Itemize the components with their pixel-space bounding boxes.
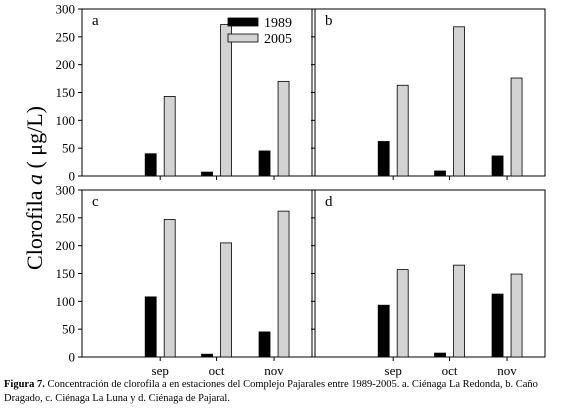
panel-c: c 0 50 100 150 200 250 300 sep oct nov (56, 183, 313, 378)
panel-frame (314, 8, 546, 177)
panel-label: d (325, 194, 333, 210)
panel-label: c (92, 194, 99, 210)
legend-label-2005: 2005 (264, 32, 292, 47)
y-tick-label: 300 (56, 183, 76, 198)
y-tick-label: 150 (56, 85, 76, 100)
y-tick-label: 300 (56, 2, 76, 17)
bar-1989-nov (491, 293, 504, 358)
y-axis-label-italic: a (22, 174, 47, 185)
y-tick-label: 0 (69, 350, 76, 365)
bar-1989-oct (201, 171, 213, 177)
caption-label: Figura 7. (4, 379, 45, 390)
panel-label: b (325, 13, 333, 29)
caption-text: Concentración de clorofila a en estacion… (4, 379, 538, 404)
x-tick-label: oct (209, 363, 225, 378)
bar-1989-nov (258, 331, 271, 358)
legend-swatch-1989 (227, 17, 259, 27)
panel-frame (314, 189, 546, 358)
bar-2005-oct (453, 26, 465, 177)
bar-2005-sep (396, 269, 409, 358)
y-tick-label: 100 (56, 113, 76, 128)
y-tick-label: 150 (56, 266, 76, 281)
legend-swatch-2005 (227, 33, 259, 43)
bar-1989-sep (377, 141, 390, 177)
panel-d: d sep oct nov (311, 189, 546, 378)
bar-2005-sep (396, 84, 409, 177)
bar-2005-sep (163, 95, 176, 177)
figure-caption: Figura 7. Concentración de clorofila a e… (4, 378, 566, 406)
y-tick-label: 50 (62, 141, 75, 156)
legend-label-1989: 1989 (264, 16, 292, 31)
bar-1989-sep (144, 153, 157, 177)
y-axis-label: Clorofila a ( μg/L) (22, 106, 47, 270)
x-tick-label: oct (442, 363, 458, 378)
bar-1989-oct (434, 170, 446, 177)
bar-2005-oct (220, 24, 232, 177)
bar-2005-nov (510, 273, 523, 358)
y-tick-label: 200 (56, 57, 76, 72)
panel-frame (81, 189, 313, 358)
y-tick-label: 0 (69, 169, 76, 184)
bar-1989-sep (377, 304, 390, 358)
bar-2005-nov (277, 210, 290, 358)
bar-2005-sep (163, 219, 176, 358)
bar-2005-oct (220, 242, 232, 358)
x-tick-label: nov (497, 363, 517, 378)
x-tick-label: sep (385, 363, 402, 378)
panel-b: b (311, 8, 546, 180)
bar-1989-oct (434, 352, 446, 358)
bar-1989-nov (491, 155, 504, 177)
y-tick-label: 250 (56, 210, 76, 225)
x-tick-label: nov (264, 363, 284, 378)
x-tick-label: sep (152, 363, 169, 378)
bar-2005-oct (453, 264, 465, 358)
y-tick-label: 200 (56, 238, 76, 253)
bar-2005-nov (510, 77, 523, 177)
y-axis-label-main: Clorofila (22, 190, 47, 270)
bar-2005-nov (277, 80, 290, 177)
y-tick-label: 50 (62, 322, 75, 337)
panel-label: a (92, 13, 99, 29)
bar-1989-nov (258, 150, 271, 177)
bar-1989-oct (201, 353, 213, 358)
bar-1989-sep (144, 296, 157, 358)
y-axis-label-unit: ( μg/L) (22, 106, 47, 169)
y-tick-label: 250 (56, 29, 76, 44)
y-tick-label: 100 (56, 294, 76, 309)
